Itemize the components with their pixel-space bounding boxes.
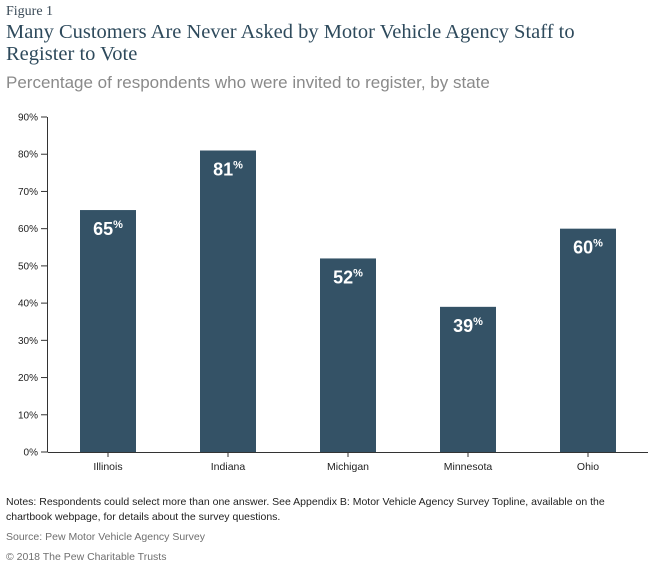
y-tick-label: 20%: [18, 373, 38, 384]
chart-source: Source: Pew Motor Vehicle Agency Survey: [6, 531, 206, 543]
bar-value-label: 52%: [333, 267, 363, 287]
chart-subtitle: Percentage of respondents who were invit…: [6, 73, 490, 92]
y-tick-label: 0%: [24, 448, 39, 459]
y-tick-label: 40%: [18, 299, 38, 310]
figure-label: Figure 1: [6, 4, 54, 19]
bar: [200, 150, 256, 452]
x-category-label: Indiana: [211, 461, 246, 473]
copyright: © 2018 The Pew Charitable Trusts: [6, 551, 167, 563]
x-category-label: Illinois: [93, 461, 122, 473]
y-tick-label: 90%: [18, 113, 38, 124]
bar-chart: 0% 10% 20% 30% 40% 50% 60% 70% 80% 90% 65% Illinois…: [18, 113, 648, 473]
y-tick-label: 60%: [18, 224, 38, 235]
bar: [440, 306, 496, 452]
x-category-label: Michigan: [327, 461, 369, 473]
bar: [320, 258, 376, 452]
chart-title: Many Customers Are Never Asked by Motor …: [6, 21, 575, 65]
chart-notes: Notes: Respondents could select more tha…: [6, 496, 605, 523]
bar-value-label: 65%: [93, 219, 123, 239]
y-tick-label: 70%: [18, 187, 38, 198]
bar-value-label: 60%: [573, 238, 603, 258]
y-tick-label: 50%: [18, 261, 38, 272]
bar: [80, 210, 136, 452]
bar-value-label: 81%: [213, 160, 243, 180]
y-tick-label: 10%: [18, 410, 38, 421]
y-tick-label: 80%: [18, 150, 38, 161]
y-tick-label: 30%: [18, 336, 38, 347]
x-category-label: Minnesota: [444, 461, 493, 473]
x-category-label: Ohio: [577, 461, 599, 473]
bar-value-label: 39%: [453, 316, 483, 336]
bar: [560, 228, 616, 452]
